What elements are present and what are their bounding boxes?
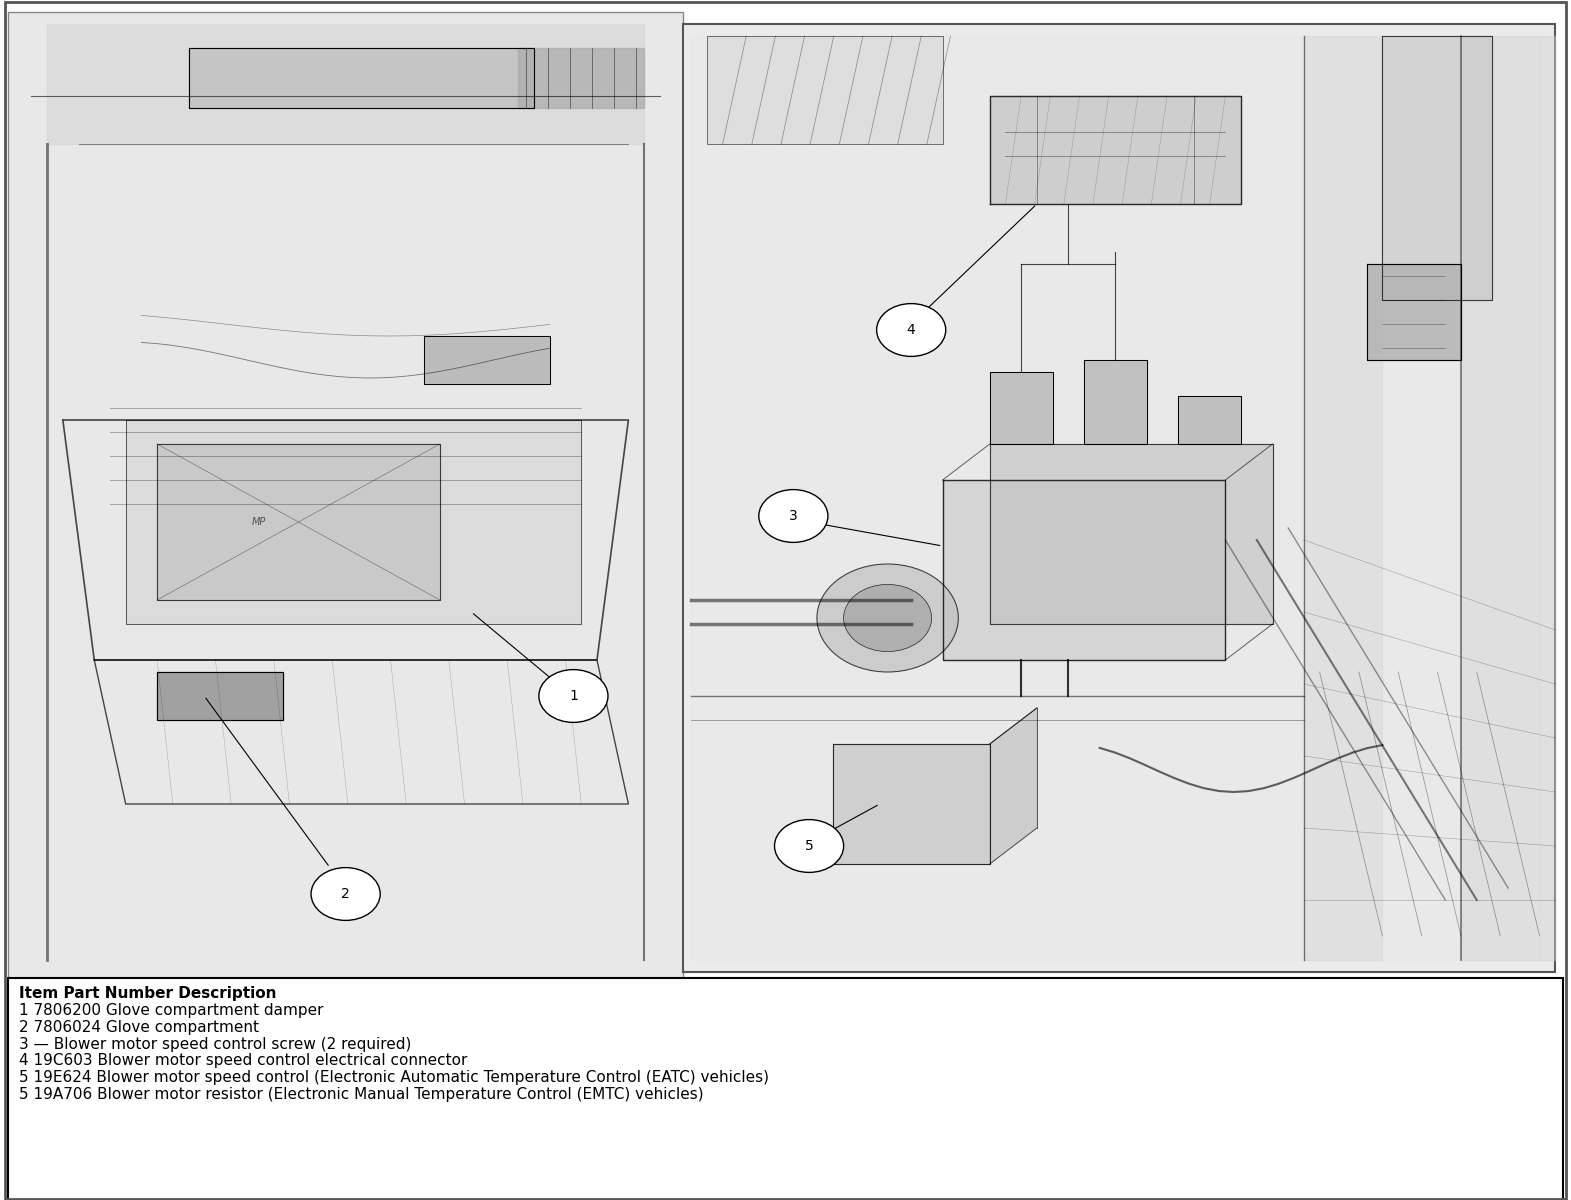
Text: 2 7806024 Glove compartment: 2 7806024 Glove compartment — [19, 1020, 259, 1034]
Polygon shape — [157, 444, 440, 600]
Circle shape — [311, 868, 380, 920]
Polygon shape — [1461, 36, 1555, 960]
Polygon shape — [518, 48, 644, 108]
Polygon shape — [943, 480, 1225, 660]
Polygon shape — [691, 36, 1540, 960]
Polygon shape — [1367, 264, 1461, 360]
Polygon shape — [990, 708, 1037, 864]
Text: 2: 2 — [341, 887, 350, 901]
Polygon shape — [1382, 36, 1492, 300]
Circle shape — [877, 304, 946, 356]
Circle shape — [817, 564, 958, 672]
Circle shape — [775, 820, 844, 872]
Text: 5: 5 — [804, 839, 814, 853]
Text: 5 19A706 Blower motor resistor (Electronic Manual Temperature Control (EMTC) veh: 5 19A706 Blower motor resistor (Electron… — [19, 1087, 704, 1102]
Polygon shape — [990, 444, 1273, 624]
Text: 3 — Blower motor speed control screw (2 required): 3 — Blower motor speed control screw (2 … — [19, 1037, 412, 1051]
Circle shape — [844, 584, 932, 652]
Polygon shape — [1304, 36, 1382, 960]
Text: 3: 3 — [789, 509, 798, 523]
Text: MP: MP — [251, 517, 267, 527]
Polygon shape — [707, 36, 943, 144]
Polygon shape — [990, 372, 1053, 444]
Polygon shape — [157, 672, 283, 720]
Polygon shape — [833, 744, 990, 864]
Text: 5 19E624 Blower motor speed control (Electronic Automatic Temperature Control (E: 5 19E624 Blower motor speed control (Ele… — [19, 1070, 768, 1085]
Text: 4: 4 — [906, 323, 916, 337]
Circle shape — [759, 490, 828, 542]
Polygon shape — [126, 420, 581, 624]
Polygon shape — [189, 48, 534, 108]
Circle shape — [539, 670, 608, 722]
Text: Item Part Number Description: Item Part Number Description — [19, 986, 276, 1001]
Bar — [8, 12, 683, 978]
Polygon shape — [424, 336, 550, 384]
Polygon shape — [47, 24, 644, 144]
Polygon shape — [1084, 360, 1147, 444]
Bar — [683, 24, 1555, 972]
Text: 1 7806200 Glove compartment damper: 1 7806200 Glove compartment damper — [19, 1003, 324, 1018]
Bar — [8, 978, 1563, 1200]
Polygon shape — [1178, 396, 1241, 444]
Polygon shape — [990, 96, 1241, 204]
Text: 1: 1 — [569, 689, 578, 703]
Text: 4 19C603 Blower motor speed control electrical connector: 4 19C603 Blower motor speed control elec… — [19, 1054, 467, 1068]
